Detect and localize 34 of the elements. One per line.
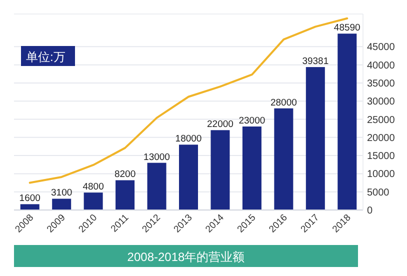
y-tick-label: 40000 <box>367 60 396 72</box>
title-banner: 2008-2018年的营业额 <box>14 245 358 267</box>
data-label: 8200 <box>114 169 136 180</box>
bar <box>242 126 262 210</box>
y-tick-label: 10000 <box>367 169 396 180</box>
data-label: 23000 <box>238 116 266 127</box>
data-label: 39381 <box>302 56 329 68</box>
data-label: 1600 <box>19 193 40 204</box>
annotation: 单位:万 <box>26 50 66 64</box>
bar <box>306 67 325 210</box>
bar <box>179 144 198 210</box>
data-label: 13000 <box>144 152 170 163</box>
bar <box>84 192 103 210</box>
bar <box>52 198 72 210</box>
data-label: 4800 <box>82 182 104 193</box>
data-label: 22000 <box>207 119 234 130</box>
data-label: 28000 <box>270 97 297 108</box>
y-tick-label: 45000 <box>367 42 396 54</box>
bar <box>338 34 357 210</box>
data-label: 48590 <box>334 22 360 34</box>
bar <box>116 180 135 210</box>
data-label: 3100 <box>51 188 72 199</box>
data-label: 18000 <box>175 134 202 145</box>
bar <box>210 130 230 210</box>
y-tick-label: 15000 <box>367 151 396 162</box>
bar <box>274 108 294 210</box>
bar <box>147 162 166 210</box>
y-tick-label: 0 <box>367 206 373 216</box>
y-tick-label: 20000 <box>367 132 396 144</box>
y-tick-label: 25000 <box>367 114 396 126</box>
y-tick-label: 5000 <box>367 187 390 198</box>
bar <box>20 204 40 210</box>
y-tick-label: 35000 <box>367 78 396 90</box>
y-tick-label: 30000 <box>367 96 396 108</box>
